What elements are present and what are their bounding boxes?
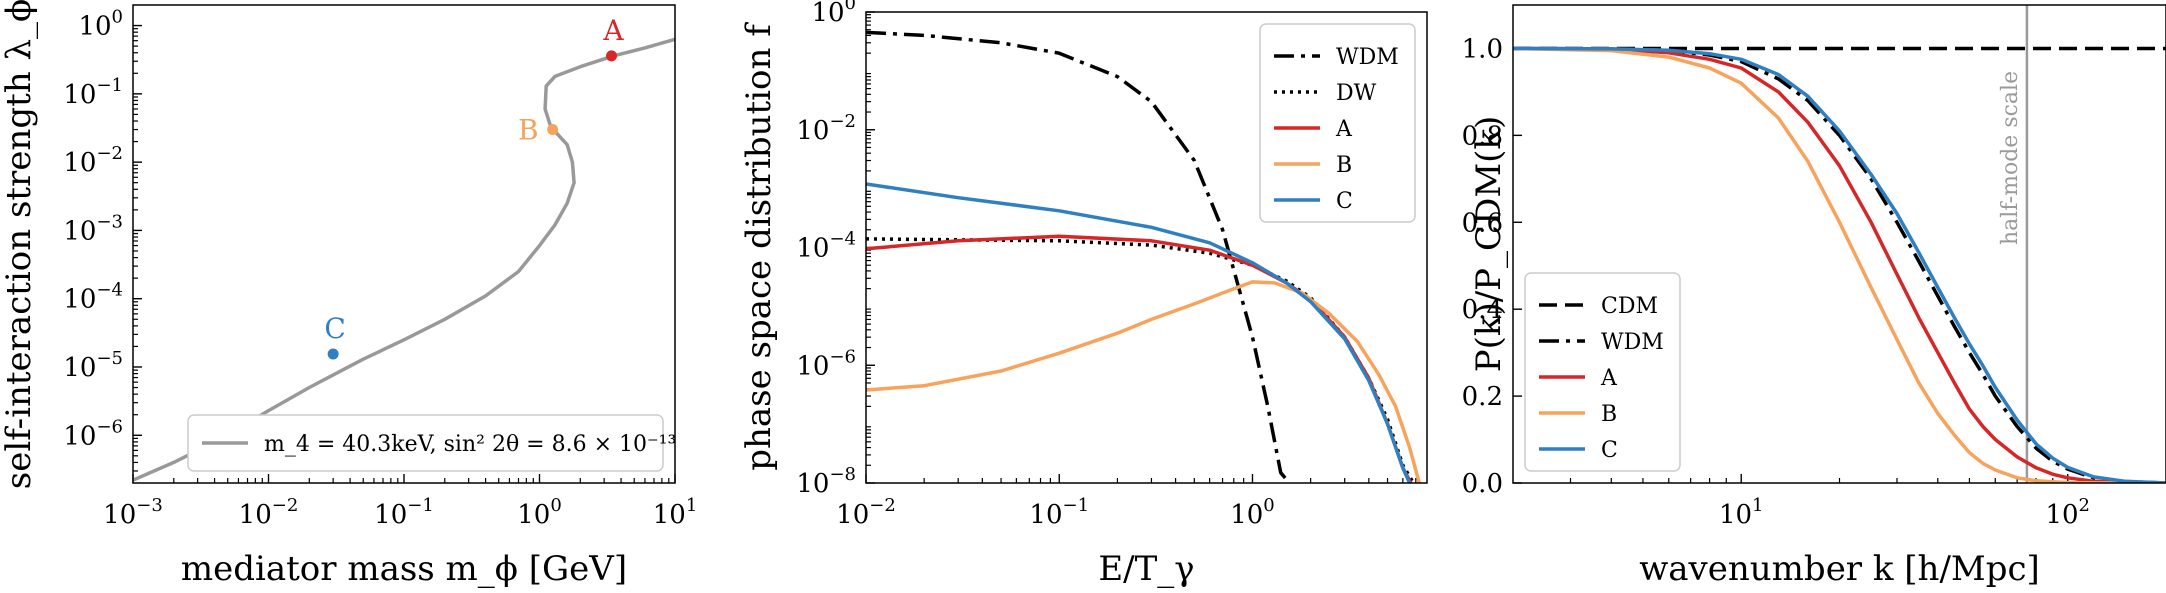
point-c [327,348,339,360]
y-tick-label: 10−4 [63,280,123,315]
legend-label: DW [1336,81,1377,106]
point-a [606,50,618,62]
series-line-b [1513,46,2166,483]
y-tick-label: 0.6 [1462,208,1503,238]
y-tick-label: 10−4 [796,229,856,264]
legend-label: B [1336,153,1352,178]
panel-power-ratio: 101 102 0.0 0.2 0.4 0.6 0.8 1.0 half-mode scale w… [1462,4,2166,589]
legend: WDM DW ABC [1259,23,1416,223]
point-label-a: A [602,14,624,47]
series-line-b [866,280,1421,483]
y-tick-label: 1.0 [1462,34,1503,64]
series-line-dw [866,237,1415,483]
x-tick-label: 100 [1230,495,1275,530]
y-axis-label: P(k)/P_CDM(k) [1469,116,1509,373]
point-b [547,124,559,136]
y-tick-label: 10−6 [63,416,123,451]
point-label-c: C [324,312,345,345]
half-mode-label: half-mode scale [1998,71,2023,245]
plot-frame [865,11,1428,484]
legend-label: B [1601,402,1617,427]
legend: CDM WDM ABC [1524,272,1681,472]
legend-label: WDM [1336,45,1399,70]
series-line-m4 [133,37,675,482]
plot-frame [1512,4,2166,484]
y-axis-label: self-interaction strength λ_ϕ [0,0,39,489]
x-axis-label: E/T_γ [1098,549,1194,589]
x-tick-label: 101 [1719,495,1764,530]
x-tick-label: 10−1 [1029,495,1089,530]
y-tick-label: 0.2 [1462,382,1503,412]
legend-box [1524,272,1681,472]
plot-frame [132,4,676,484]
y-tick-label: 10−8 [796,464,856,499]
y-tick-label: 10−6 [796,346,856,381]
legend-label: A [1600,366,1618,391]
panel-lambda-vs-mass: 10−3 10−2 10−1 100 101 10−6 10−5 10−4 10−3 10−2 10… [0,0,697,589]
x-axis-label: mediator mass m_ϕ [GeV] [181,549,627,589]
series-line-c [866,182,1412,483]
series-line-wdm [1513,46,2166,483]
series-line-wdm [866,30,1291,483]
x-tick-label: 10−3 [103,495,163,530]
legend-box [187,414,664,472]
y-axis-label: phase space distribution f [739,22,779,471]
legend-label: m_4 = 40.3keV, sin² 2θ = 8.6 × 10⁻¹³ [264,432,676,457]
y-tick-label: 10−2 [63,143,123,178]
legend: m_4 = 40.3keV, sin² 2θ = 8.6 × 10⁻¹³ [187,414,676,472]
y-tick-label: 10−1 [63,75,123,110]
x-tick-label: 102 [2045,495,2090,530]
legend-label: C [1336,189,1353,214]
x-tick-label: 100 [517,495,562,530]
y-tick-label: 100 [78,7,123,42]
y-tick-label: 10−2 [796,111,856,146]
legend-label: WDM [1601,330,1664,355]
x-tick-label: 10−2 [836,495,896,530]
x-axis-label: wavenumber k [h/Mpc] [1639,549,2040,589]
y-tick-label: 0.0 [1462,469,1503,499]
x-tick-label: 101 [653,495,698,530]
series-line-c [1513,46,2166,483]
x-tick-label: 10−1 [374,495,434,530]
legend-label: CDM [1601,294,1658,319]
y-tick-label: 0.8 [1462,121,1503,151]
legend-box [1259,23,1416,223]
y-tick-label: 10−3 [63,211,123,246]
y-tick-label: 0.4 [1462,295,1503,325]
series-line-a [866,234,1413,483]
y-tick-label: 100 [811,0,856,28]
point-label-b: B [518,114,539,147]
legend-label: C [1601,438,1618,463]
panel-phase-space: 10−2 10−1 100 10−8 10−6 10−4 10−2 100 E/T_γ phase… [739,0,1428,589]
x-tick-label: 10−2 [239,495,299,530]
series-line-a [1513,46,2166,483]
legend-label: A [1335,117,1353,142]
y-tick-label: 10−5 [63,348,123,383]
